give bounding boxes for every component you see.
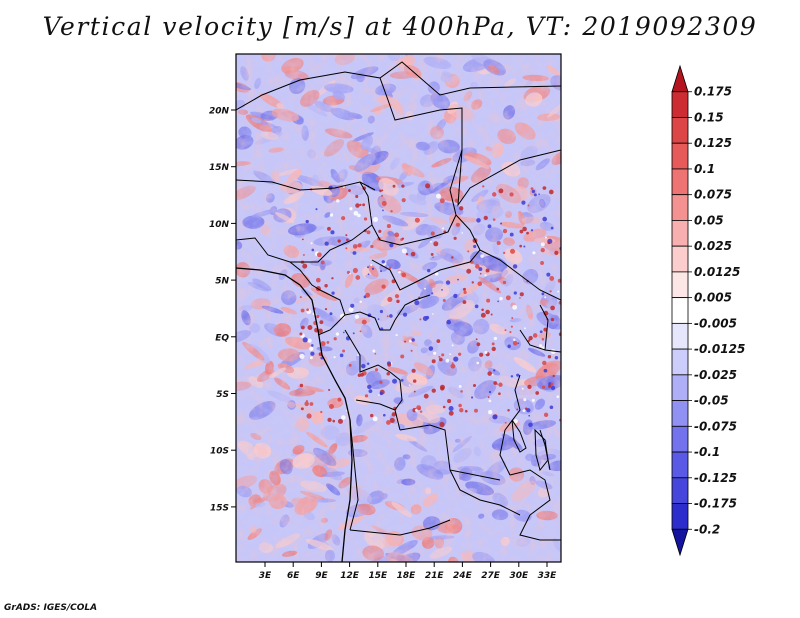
longitude-axis: 3E 6E 9E 12E 15E 18E 21E 24E 27E 30E 33E [259, 562, 557, 581]
colorbar-swatch [671, 91, 689, 118]
colorbar-swatch [671, 348, 689, 376]
colorbar-label: 0.1 [694, 162, 715, 176]
lon-tick-label: 30E [509, 571, 529, 581]
lon-tick-label: 21E [425, 571, 445, 581]
country-borders [236, 61, 561, 562]
colorbar-swatch [671, 451, 689, 479]
colorbar-label: -0.175 [694, 497, 737, 511]
colorbar-label: 0.005 [694, 291, 732, 305]
colorbar-label: 0.125 [694, 136, 732, 150]
lon-tick-label: 12E [340, 571, 360, 581]
colorbar-label: -0.0125 [694, 342, 745, 356]
colorbar-swatch [671, 117, 689, 144]
colorbar-swatch [671, 297, 689, 324]
plot-title: Vertical velocity [m/s] at 400hPa, VT: 2… [42, 12, 758, 41]
colorbar-swatch [671, 194, 689, 221]
colorbar-top-triangle [671, 64, 689, 93]
colorbar-label: 0.0125 [694, 265, 740, 279]
grads-credit: GrADS: IGES/COLA [4, 603, 98, 613]
colorbar-label: 0.075 [694, 188, 732, 202]
latitude-axis: 20N 15N 10N 5N EQ 5S 10S 15S [209, 107, 236, 513]
lon-tick-label: 27E [481, 571, 501, 581]
colorbar-label: -0.2 [694, 522, 720, 536]
lon-tick-label: 24E [453, 571, 473, 581]
lon-tick-label: 33E [538, 571, 558, 581]
lat-tick-label: 10N [209, 220, 230, 230]
colorbar-label: -0.05 [694, 394, 729, 408]
velocity-field [236, 54, 561, 562]
colorbar-label: -0.005 [694, 316, 737, 330]
colorbar-swatch [671, 374, 689, 401]
colorbar-label: 0.175 [694, 85, 732, 99]
colorbar-swatch [671, 400, 689, 427]
lon-tick-label: 15E [368, 571, 388, 581]
lon-tick-label: 18E [397, 571, 417, 581]
colorbar-label: 0.025 [694, 239, 732, 253]
lat-tick-label: 15N [209, 163, 230, 173]
lon-tick-label: 6E [287, 571, 300, 581]
colorbar-swatch [671, 322, 689, 350]
colorbar-swatch [671, 142, 689, 170]
colorbar-label: 0.15 [694, 110, 724, 124]
colorbar-label: -0.125 [694, 471, 737, 485]
lat-tick-label: EQ [215, 333, 229, 343]
lat-tick-label: 5N [215, 277, 229, 287]
colorbar-swatch [671, 503, 689, 530]
colorbar-swatch [671, 477, 689, 504]
colorbar-label: -0.1 [694, 445, 720, 459]
lon-tick-label: 9E [315, 571, 328, 581]
colorbar-swatch [671, 271, 689, 299]
map-frame [235, 53, 562, 563]
lat-tick-label: 20N [209, 107, 230, 117]
colorbar-swatch [671, 245, 689, 273]
lon-tick-label: 3E [259, 571, 272, 581]
lat-tick-label: 10S [210, 447, 229, 457]
lat-tick-label: 15S [210, 503, 229, 513]
lat-tick-label: 5S [216, 390, 229, 400]
colorbar-label: -0.075 [694, 419, 737, 433]
colorbar-label: -0.025 [694, 368, 737, 382]
colorbar-label: 0.05 [694, 213, 724, 227]
colorbar-bottom-triangle [671, 528, 689, 557]
colorbar-swatch [671, 168, 689, 196]
colorbar: 0.175 0.15 0.125 0.1 0.075 0.05 0.025 0.0125 0.0… [671, 64, 745, 557]
colorbar-swatch [671, 220, 689, 247]
colorbar-swatch [671, 425, 689, 453]
